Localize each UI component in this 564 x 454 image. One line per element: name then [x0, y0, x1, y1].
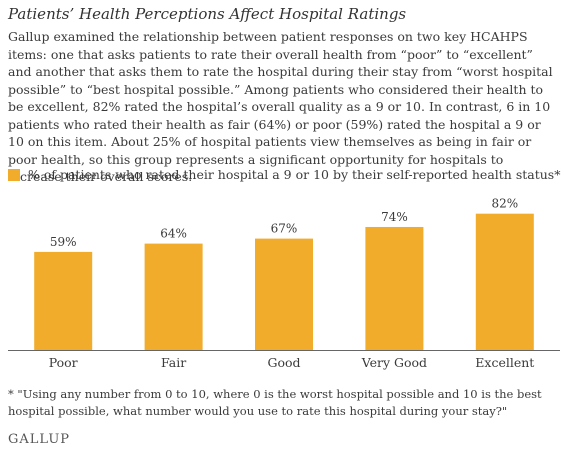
bar-poor — [34, 251, 93, 350]
legend-swatch — [8, 168, 20, 181]
x-tick-label: Fair — [161, 355, 186, 370]
data-label: 67% — [271, 222, 298, 236]
bar-very-good — [365, 226, 424, 350]
bar-excellent — [475, 213, 534, 350]
x-tick-label: Excellent — [475, 355, 534, 370]
x-tick-label: Good — [267, 355, 300, 370]
legend: % of patients who rated their hospital a… — [8, 167, 560, 182]
legend-label: % of patients who rated their hospital a… — [28, 167, 561, 182]
intro-paragraph: Gallup examined the relationship between… — [8, 29, 553, 184]
bar-chart: 59% Poor 64% Fair 67% Good 74% Very Good 82% Exce… — [8, 197, 560, 370]
data-label: 64% — [160, 227, 187, 241]
chart-title: Patients’ Health Perceptions Affect Hosp… — [8, 5, 407, 23]
bar-fair — [144, 243, 203, 350]
x-tick-label: Very Good — [361, 355, 427, 370]
data-label: 74% — [381, 210, 408, 224]
x-tick-label: Poor — [49, 355, 78, 370]
data-label: 82% — [491, 197, 518, 211]
footnote: * "Using any number from 0 to 10, where … — [8, 387, 542, 418]
data-label: 59% — [50, 235, 77, 249]
bar-good — [255, 238, 313, 350]
gallup-logo: GALLUP — [8, 432, 71, 447]
